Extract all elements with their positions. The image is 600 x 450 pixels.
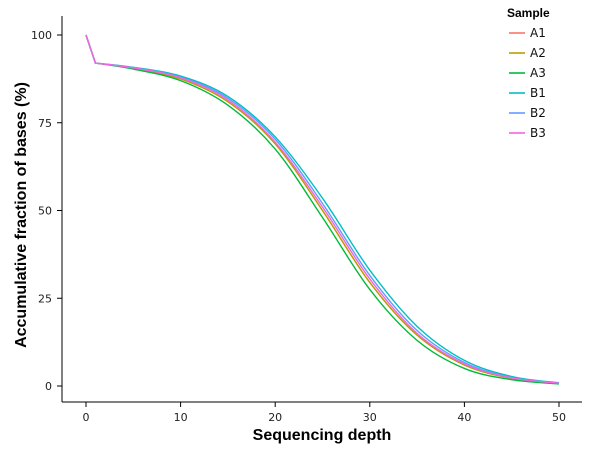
y-tick-label: 100	[31, 29, 52, 42]
x-ticks: 0 10 20 30 40 50	[83, 402, 566, 424]
x-tick-label: 40	[457, 411, 471, 424]
x-tick-label: 50	[552, 411, 566, 424]
y-axis-title: Accumulative fraction of bases (%)	[13, 82, 30, 348]
x-tick-label: 20	[268, 411, 282, 424]
legend-label-a1: A1	[530, 26, 546, 40]
legend-label-a3: A3	[530, 66, 546, 80]
y-ticks: 0 25 50 75 100	[31, 29, 62, 393]
y-tick-label: 75	[38, 117, 52, 130]
axes	[61, 16, 582, 403]
legend-label-b3: B3	[530, 126, 546, 140]
series-line-b3	[85, 34, 560, 384]
legend-items: A1 A2 A3 B1 B2 B3	[509, 26, 546, 140]
series-line-a2	[85, 34, 560, 384]
series-line-b2	[85, 34, 560, 384]
x-tick-label: 30	[363, 411, 377, 424]
legend-title: Sample	[507, 6, 550, 20]
x-tick-label: 0	[83, 411, 90, 424]
y-tick-label: 0	[45, 380, 52, 393]
legend-label-a2: A2	[530, 46, 546, 60]
x-tick-label: 10	[174, 411, 188, 424]
series-line-a1	[85, 34, 560, 384]
x-axis-title: Sequencing depth	[253, 427, 392, 444]
y-tick-label: 25	[38, 292, 52, 305]
series-lines	[85, 34, 560, 385]
legend: Sample A1 A2 A3 B1 B2 B3	[507, 6, 550, 140]
legend-label-b2: B2	[530, 106, 546, 120]
series-line-a3	[85, 34, 560, 385]
y-tick-label: 50	[38, 205, 52, 218]
legend-label-b1: B1	[530, 86, 546, 100]
series-line-b1	[85, 34, 560, 384]
